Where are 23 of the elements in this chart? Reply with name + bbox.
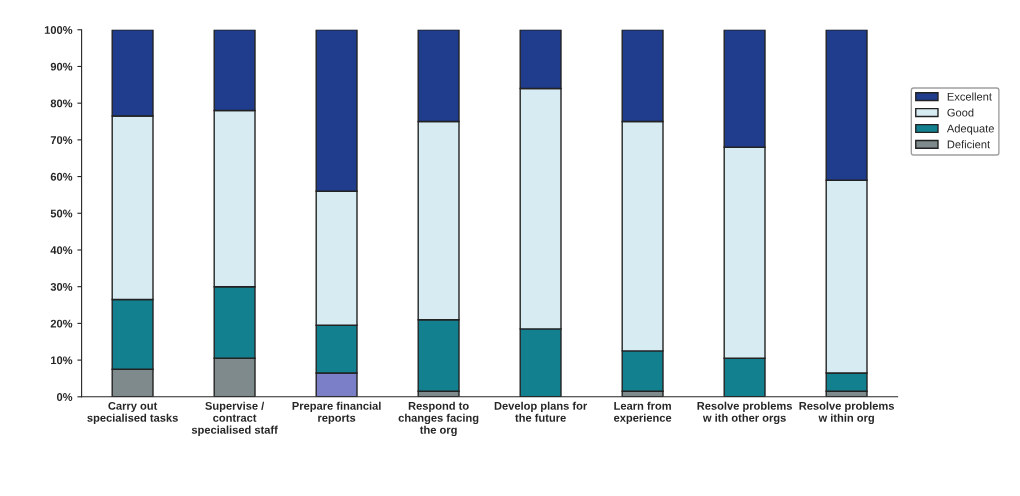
y-tick-label: 90% [50,62,73,71]
y-tick-label: 80% [50,99,73,108]
x-tick-label: Develop plans for the future [494,401,588,422]
x-tick-label: Resolve problems w ithin org [799,401,894,425]
y-tick-label: 40% [50,246,73,255]
legend-label: Excellent [947,92,992,101]
x-tick-label: Prepare financial reports [292,401,381,424]
y-tick-label: 20% [50,319,73,328]
x-tick-label: Resolve problems w ith other orgs [697,401,792,425]
y-tick-label: 100% [44,26,73,34]
legend-label: Good [947,108,974,117]
y-tick-label: 50% [50,209,73,218]
y-tick-label: 70% [50,136,73,145]
x-tick-label: Carry out specialised tasks [87,401,178,424]
legend-label: Adequate [946,124,994,135]
y-tick-label: 10% [51,356,73,365]
x-tick-label: Supervise / contract specialised staff [191,401,278,436]
y-tick-label: 30% [50,282,73,291]
y-tick-label: 0% [56,393,73,401]
x-tick-label: Learn from experience [614,401,672,424]
legend-label: Deficient [947,140,991,149]
x-tick-label: Respond to changes facing the org [398,401,479,437]
y-tick-label: 60% [50,172,73,181]
